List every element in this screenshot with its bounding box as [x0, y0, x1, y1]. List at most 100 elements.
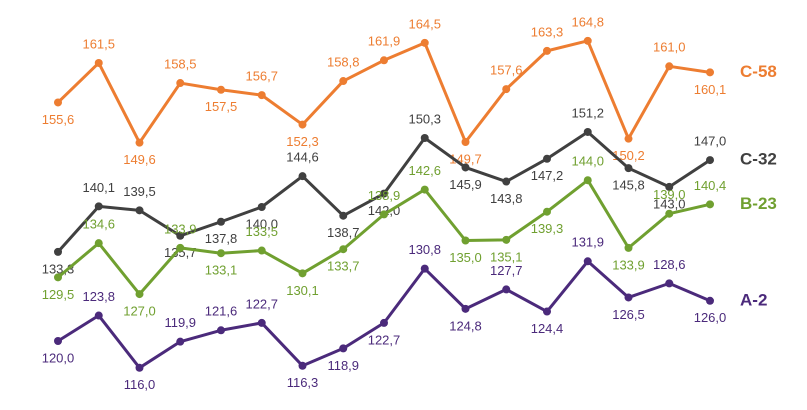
- point: [135, 290, 144, 299]
- point: [502, 85, 511, 94]
- data-label: 135,1: [490, 249, 523, 264]
- point: [624, 243, 633, 252]
- data-label: 157,5: [205, 99, 238, 114]
- point: [665, 182, 674, 191]
- data-label: 135,0: [449, 250, 482, 265]
- data-label: 133,3: [42, 261, 75, 276]
- data-label: 134,6: [82, 217, 115, 232]
- data-label: 123,8: [82, 289, 115, 304]
- point: [420, 185, 429, 194]
- point: [502, 235, 511, 244]
- data-label: 130,1: [286, 283, 319, 298]
- data-label: 152,3: [286, 134, 319, 149]
- point: [94, 311, 103, 320]
- data-label: 127,0: [123, 304, 156, 319]
- data-label: 126,5: [612, 307, 645, 322]
- data-label: 143,0: [653, 196, 686, 211]
- data-label: 118,9: [327, 358, 359, 373]
- point: [420, 133, 429, 142]
- data-label: 157,6: [490, 63, 523, 78]
- point: [217, 326, 225, 335]
- point: [665, 62, 674, 71]
- series-name: B-23: [740, 194, 777, 213]
- point: [583, 127, 592, 136]
- point: [257, 246, 266, 255]
- data-label: 147,0: [694, 134, 727, 149]
- data-label: 164,5: [408, 16, 441, 31]
- point: [502, 285, 511, 294]
- point: [176, 79, 185, 88]
- data-label: 133,1: [205, 263, 238, 278]
- point: [217, 249, 225, 258]
- data-label: 150,2: [612, 148, 645, 163]
- data-label: 131,9: [571, 235, 604, 250]
- data-label: 139,3: [531, 221, 564, 236]
- data-label: 140,0: [245, 216, 278, 231]
- point: [543, 154, 551, 163]
- data-label: 145,9: [449, 177, 482, 192]
- point: [380, 56, 388, 65]
- data-label: 155,6: [42, 112, 75, 127]
- series-line: [56, 39, 711, 145]
- point: [380, 189, 388, 198]
- data-label: 144,0: [571, 154, 604, 169]
- point: [339, 211, 348, 220]
- point: [543, 46, 551, 55]
- point: [135, 138, 144, 147]
- data-label: 116,0: [124, 377, 156, 392]
- point: [624, 293, 633, 302]
- data-label: 145,8: [612, 178, 645, 193]
- point: [257, 203, 266, 211]
- point: [176, 337, 185, 346]
- point: [583, 257, 592, 266]
- data-label: 124,8: [449, 318, 482, 333]
- data-label: 133,7: [327, 259, 360, 274]
- point: [502, 177, 511, 186]
- point: [706, 200, 714, 209]
- data-label: 144,6: [286, 150, 319, 165]
- point: [257, 318, 266, 327]
- point: [706, 156, 714, 165]
- point: [217, 85, 225, 94]
- data-label: 140,4: [694, 178, 727, 193]
- point: [54, 247, 62, 256]
- data-label: 122,7: [245, 296, 278, 311]
- point: [339, 77, 348, 86]
- data-label: 119,9: [164, 315, 196, 330]
- point: [298, 361, 307, 370]
- point: [665, 279, 674, 288]
- data-label: 122,7: [368, 332, 401, 347]
- point: [583, 176, 592, 185]
- point: [94, 202, 103, 211]
- point: [624, 164, 633, 173]
- series-name: C-32: [740, 150, 777, 169]
- point: [420, 264, 429, 273]
- point: [135, 363, 144, 372]
- data-label: 161,9: [368, 34, 401, 49]
- point: [420, 38, 429, 47]
- point: [624, 134, 633, 143]
- data-label: 127,7: [490, 263, 523, 278]
- point: [461, 304, 470, 313]
- data-label: 149,6: [123, 152, 156, 167]
- data-label: 158,5: [164, 56, 197, 71]
- data-label: 130,8: [408, 242, 441, 257]
- point: [176, 243, 185, 252]
- data-label: 133,9: [164, 221, 197, 236]
- data-label: 121,6: [205, 304, 238, 319]
- point: [339, 344, 348, 353]
- point: [257, 91, 266, 100]
- point: [94, 58, 103, 67]
- data-label: 124,4: [531, 321, 564, 336]
- point: [217, 217, 225, 226]
- point: [298, 172, 307, 181]
- data-label: 139,5: [123, 184, 156, 199]
- data-label: 126,0: [694, 310, 727, 325]
- point: [298, 120, 307, 129]
- point: [298, 269, 307, 278]
- point: [94, 239, 103, 248]
- data-label: 129,5: [42, 287, 75, 302]
- series-name: A-2: [740, 290, 767, 309]
- data-label: 164,8: [571, 14, 604, 29]
